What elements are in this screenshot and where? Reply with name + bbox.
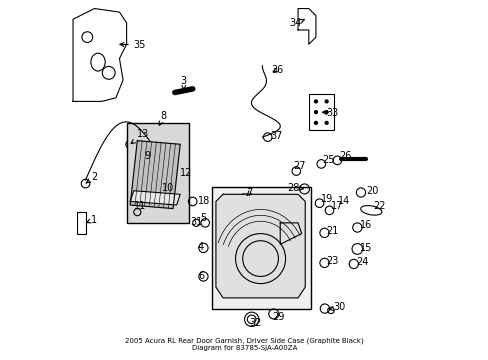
Bar — [126, 123, 189, 223]
Circle shape — [325, 111, 327, 113]
Text: 22: 22 — [372, 201, 385, 211]
Text: 23: 23 — [326, 256, 338, 266]
Bar — [308, 94, 333, 130]
Text: 30: 30 — [329, 302, 345, 312]
Text: 5: 5 — [200, 213, 205, 223]
Circle shape — [314, 100, 317, 103]
Text: 24: 24 — [355, 257, 367, 267]
Text: 9: 9 — [144, 150, 150, 161]
Text: 1: 1 — [86, 215, 97, 225]
Text: 10: 10 — [162, 183, 174, 193]
Text: 11: 11 — [134, 201, 146, 211]
Text: 26: 26 — [338, 151, 350, 161]
Text: 31: 31 — [190, 217, 202, 228]
Text: 16: 16 — [359, 220, 371, 230]
Text: 13: 13 — [131, 129, 149, 144]
Text: 36: 36 — [271, 65, 283, 75]
Bar — [212, 187, 310, 309]
Circle shape — [314, 111, 317, 113]
Text: 3: 3 — [181, 76, 186, 89]
Polygon shape — [216, 194, 305, 298]
Text: 18: 18 — [198, 195, 210, 206]
Text: 21: 21 — [326, 226, 338, 235]
Polygon shape — [130, 141, 180, 208]
Text: 17: 17 — [330, 201, 343, 211]
Circle shape — [325, 100, 327, 103]
Text: 7: 7 — [246, 188, 252, 198]
Text: 2: 2 — [86, 172, 97, 183]
Text: 35: 35 — [120, 40, 146, 50]
Text: 33: 33 — [322, 108, 338, 118]
Text: 4: 4 — [198, 242, 204, 252]
Text: 32: 32 — [249, 319, 262, 328]
Polygon shape — [130, 191, 180, 205]
Text: 14: 14 — [337, 196, 349, 206]
Text: 25: 25 — [322, 155, 334, 165]
Text: 34: 34 — [289, 18, 304, 28]
Text: 8: 8 — [159, 111, 166, 125]
Text: 6: 6 — [198, 271, 204, 280]
Circle shape — [325, 121, 327, 124]
Text: 29: 29 — [272, 312, 284, 322]
Text: 28: 28 — [287, 183, 303, 193]
Text: 20: 20 — [365, 186, 378, 196]
Circle shape — [314, 121, 317, 124]
Text: 19: 19 — [320, 194, 332, 204]
Text: 27: 27 — [292, 161, 305, 171]
Text: 37: 37 — [270, 131, 282, 141]
Text: 2005 Acura RL Rear Door Garnish, Driver Side Case (Graphite Black)
Diagram for 8: 2005 Acura RL Rear Door Garnish, Driver … — [125, 338, 363, 351]
Text: 15: 15 — [359, 243, 371, 253]
Text: 12: 12 — [180, 168, 192, 179]
